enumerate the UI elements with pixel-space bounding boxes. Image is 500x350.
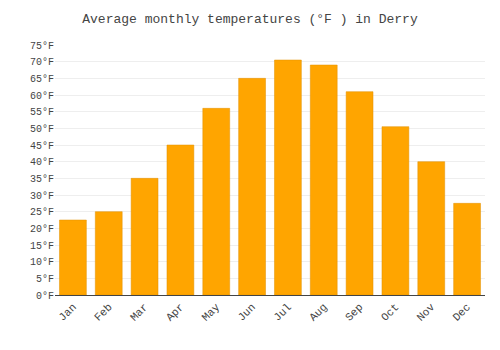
svg-text:Mar: Mar	[128, 301, 150, 323]
svg-text:Jul: Jul	[271, 301, 293, 323]
svg-text:50°F: 50°F	[30, 124, 54, 135]
svg-text:Sep: Sep	[343, 301, 365, 323]
svg-text:65°F: 65°F	[30, 74, 54, 85]
svg-text:25°F: 25°F	[30, 207, 54, 218]
svg-text:Nov: Nov	[415, 301, 438, 324]
svg-text:Jun: Jun	[236, 301, 258, 323]
svg-text:5°F: 5°F	[36, 274, 54, 285]
svg-text:30°F: 30°F	[30, 191, 54, 202]
svg-text:55°F: 55°F	[30, 107, 54, 118]
svg-text:Oct: Oct	[379, 301, 401, 323]
svg-text:Average monthly temperatures (: Average monthly temperatures (°F ) in De…	[82, 12, 418, 27]
svg-text:60°F: 60°F	[30, 91, 54, 102]
svg-text:10°F: 10°F	[30, 257, 54, 268]
svg-text:Dec: Dec	[451, 301, 473, 323]
svg-text:Aug: Aug	[307, 301, 329, 323]
svg-text:Feb: Feb	[92, 301, 114, 323]
svg-text:20°F: 20°F	[30, 224, 54, 235]
svg-text:75°F: 75°F	[30, 41, 54, 52]
svg-text:Apr: Apr	[164, 301, 186, 323]
svg-text:May: May	[200, 301, 223, 324]
svg-text:Jan: Jan	[56, 301, 78, 323]
svg-text:45°F: 45°F	[30, 141, 54, 152]
svg-text:40°F: 40°F	[30, 157, 54, 168]
svg-text:15°F: 15°F	[30, 241, 54, 252]
svg-text:0°F: 0°F	[36, 291, 54, 302]
svg-text:35°F: 35°F	[30, 174, 54, 185]
svg-text:70°F: 70°F	[30, 57, 54, 68]
